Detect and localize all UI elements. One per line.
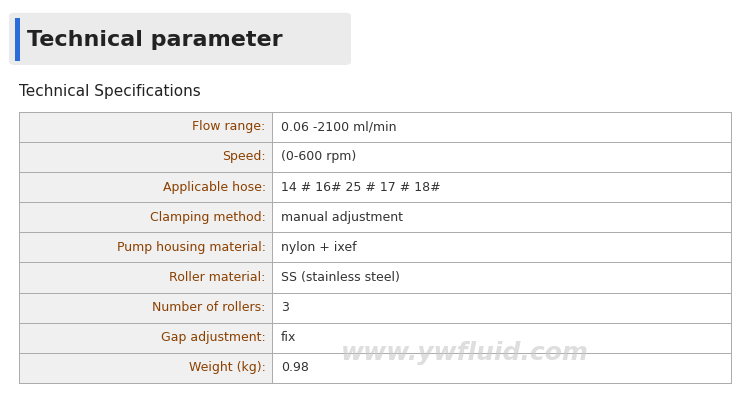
Bar [272,202,731,232]
Text: www.ywfluid.com: www.ywfluid.com [341,341,589,365]
Text: nylon + ixef: nylon + ixef [280,241,356,254]
Bar [19,142,272,172]
Text: 3: 3 [280,301,289,314]
Bar [19,323,272,353]
Text: Number of rollers:: Number of rollers: [152,301,266,314]
Bar [19,232,272,263]
Text: 14 # 16# 25 # 17 # 18#: 14 # 16# 25 # 17 # 18# [280,181,440,194]
Text: Technical Specifications: Technical Specifications [19,84,200,99]
Bar [272,323,731,353]
Text: 0.06 -2100 ml/min: 0.06 -2100 ml/min [280,120,396,133]
Bar [19,202,272,232]
Bar [19,353,272,383]
Bar [272,263,731,292]
Text: Technical parameter: Technical parameter [27,30,283,50]
Text: SS (stainless steel): SS (stainless steel) [280,271,400,284]
Bar [272,172,731,202]
Text: fix: fix [280,331,296,344]
Text: Weight (kg):: Weight (kg): [189,361,266,375]
Text: 0.98: 0.98 [280,361,308,375]
Bar [272,353,731,383]
Bar [15,18,20,61]
Bar [272,112,731,142]
Text: Gap adjustment:: Gap adjustment: [161,331,266,344]
Text: Roller material:: Roller material: [170,271,266,284]
Text: Applicable hose:: Applicable hose: [163,181,266,194]
Bar [272,232,731,263]
Text: Flow range:: Flow range: [193,120,266,133]
Bar [272,292,731,323]
Text: manual adjustment: manual adjustment [280,211,403,224]
Bar [19,292,272,323]
Text: Pump housing material:: Pump housing material: [117,241,266,254]
Text: Clamping method:: Clamping method: [150,211,266,224]
Bar [19,112,272,142]
Bar [19,172,272,202]
Bar [19,263,272,292]
Text: (0-600 rpm): (0-600 rpm) [280,150,356,164]
Bar [272,142,731,172]
FancyBboxPatch shape [9,13,351,65]
Text: Speed:: Speed: [222,150,266,164]
